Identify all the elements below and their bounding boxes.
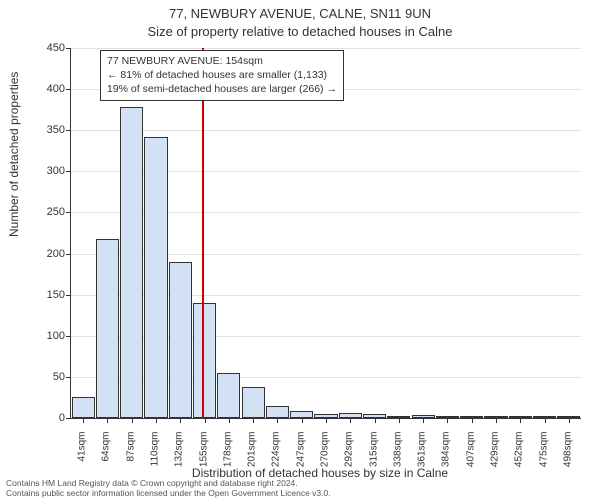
x-tick-mark	[350, 418, 351, 423]
x-tick-label: 384sqm	[441, 432, 452, 482]
grid-line	[71, 48, 581, 49]
x-tick-mark	[545, 418, 546, 423]
x-tick-label: 429sqm	[490, 432, 501, 482]
footer-attribution: Contains HM Land Registry data © Crown c…	[6, 478, 331, 498]
x-tick-label: 315sqm	[368, 432, 379, 482]
x-tick-mark	[156, 418, 157, 423]
x-tick-mark	[180, 418, 181, 423]
x-tick-mark	[375, 418, 376, 423]
y-tick-label: 400	[35, 83, 65, 95]
x-tick-mark	[205, 418, 206, 423]
x-tick-label: 270sqm	[320, 432, 331, 482]
histogram-bar	[217, 373, 240, 418]
x-tick-mark	[569, 418, 570, 423]
histogram-bar	[120, 107, 143, 418]
x-tick-label: 41sqm	[77, 432, 88, 482]
y-tick-mark	[66, 336, 71, 337]
histogram-bar	[242, 387, 265, 418]
annotation-line: 77 NEWBURY AVENUE: 154sqm	[107, 54, 337, 68]
x-tick-mark	[520, 418, 521, 423]
histogram-bar	[266, 406, 289, 418]
y-tick-label: 0	[35, 412, 65, 424]
y-tick-label: 250	[35, 206, 65, 218]
x-tick-label: 452sqm	[514, 432, 525, 482]
x-tick-label: 155sqm	[198, 432, 209, 482]
reference-line	[202, 48, 204, 418]
y-tick-mark	[66, 89, 71, 90]
x-tick-mark	[253, 418, 254, 423]
y-tick-mark	[66, 171, 71, 172]
x-tick-mark	[472, 418, 473, 423]
annotation-line: 19% of semi-detached houses are larger (…	[107, 82, 337, 96]
histogram-bar	[72, 397, 95, 418]
annotation-line: ← 81% of detached houses are smaller (1,…	[107, 68, 337, 82]
histogram-bar	[96, 239, 119, 418]
y-tick-mark	[66, 377, 71, 378]
x-tick-mark	[229, 418, 230, 423]
x-tick-label: 224sqm	[271, 432, 282, 482]
x-tick-label: 201sqm	[247, 432, 258, 482]
chart-subtitle: Size of property relative to detached ho…	[0, 24, 600, 39]
chart-title: 77, NEWBURY AVENUE, CALNE, SN11 9UN	[0, 6, 600, 21]
plot-area	[70, 48, 581, 419]
y-tick-label: 200	[35, 248, 65, 260]
annotation-box: 77 NEWBURY AVENUE: 154sqm← 81% of detach…	[100, 50, 344, 101]
y-tick-label: 450	[35, 42, 65, 54]
histogram-bar	[144, 137, 167, 418]
x-tick-label: 110sqm	[150, 432, 161, 482]
x-tick-mark	[496, 418, 497, 423]
x-tick-label: 247sqm	[295, 432, 306, 482]
y-tick-label: 350	[35, 124, 65, 136]
y-tick-label: 100	[35, 330, 65, 342]
chart-container: 77, NEWBURY AVENUE, CALNE, SN11 9UN Size…	[0, 0, 600, 500]
x-tick-mark	[326, 418, 327, 423]
y-tick-mark	[66, 295, 71, 296]
x-tick-mark	[107, 418, 108, 423]
x-tick-label: 87sqm	[125, 432, 136, 482]
x-tick-mark	[302, 418, 303, 423]
footer-line1: Contains HM Land Registry data © Crown c…	[6, 478, 331, 488]
histogram-bar	[169, 262, 192, 418]
y-tick-label: 300	[35, 165, 65, 177]
x-tick-mark	[83, 418, 84, 423]
x-tick-label: 361sqm	[417, 432, 428, 482]
x-tick-label: 407sqm	[465, 432, 476, 482]
x-tick-mark	[423, 418, 424, 423]
y-axis-label: Number of detached properties	[7, 72, 21, 237]
x-tick-label: 292sqm	[344, 432, 355, 482]
y-tick-label: 150	[35, 289, 65, 301]
y-tick-mark	[66, 212, 71, 213]
grid-line	[71, 130, 581, 131]
x-tick-mark	[399, 418, 400, 423]
x-tick-label: 338sqm	[392, 432, 403, 482]
x-tick-label: 64sqm	[101, 432, 112, 482]
footer-line2: Contains public sector information licen…	[6, 488, 331, 498]
x-tick-mark	[447, 418, 448, 423]
x-tick-label: 498sqm	[562, 432, 573, 482]
y-tick-label: 50	[35, 371, 65, 383]
y-tick-mark	[66, 48, 71, 49]
x-tick-mark	[277, 418, 278, 423]
y-tick-mark	[66, 130, 71, 131]
histogram-bar	[193, 303, 216, 418]
y-tick-mark	[66, 418, 71, 419]
x-tick-label: 475sqm	[538, 432, 549, 482]
x-tick-label: 178sqm	[222, 432, 233, 482]
x-tick-label: 132sqm	[174, 432, 185, 482]
y-tick-mark	[66, 254, 71, 255]
x-tick-mark	[132, 418, 133, 423]
